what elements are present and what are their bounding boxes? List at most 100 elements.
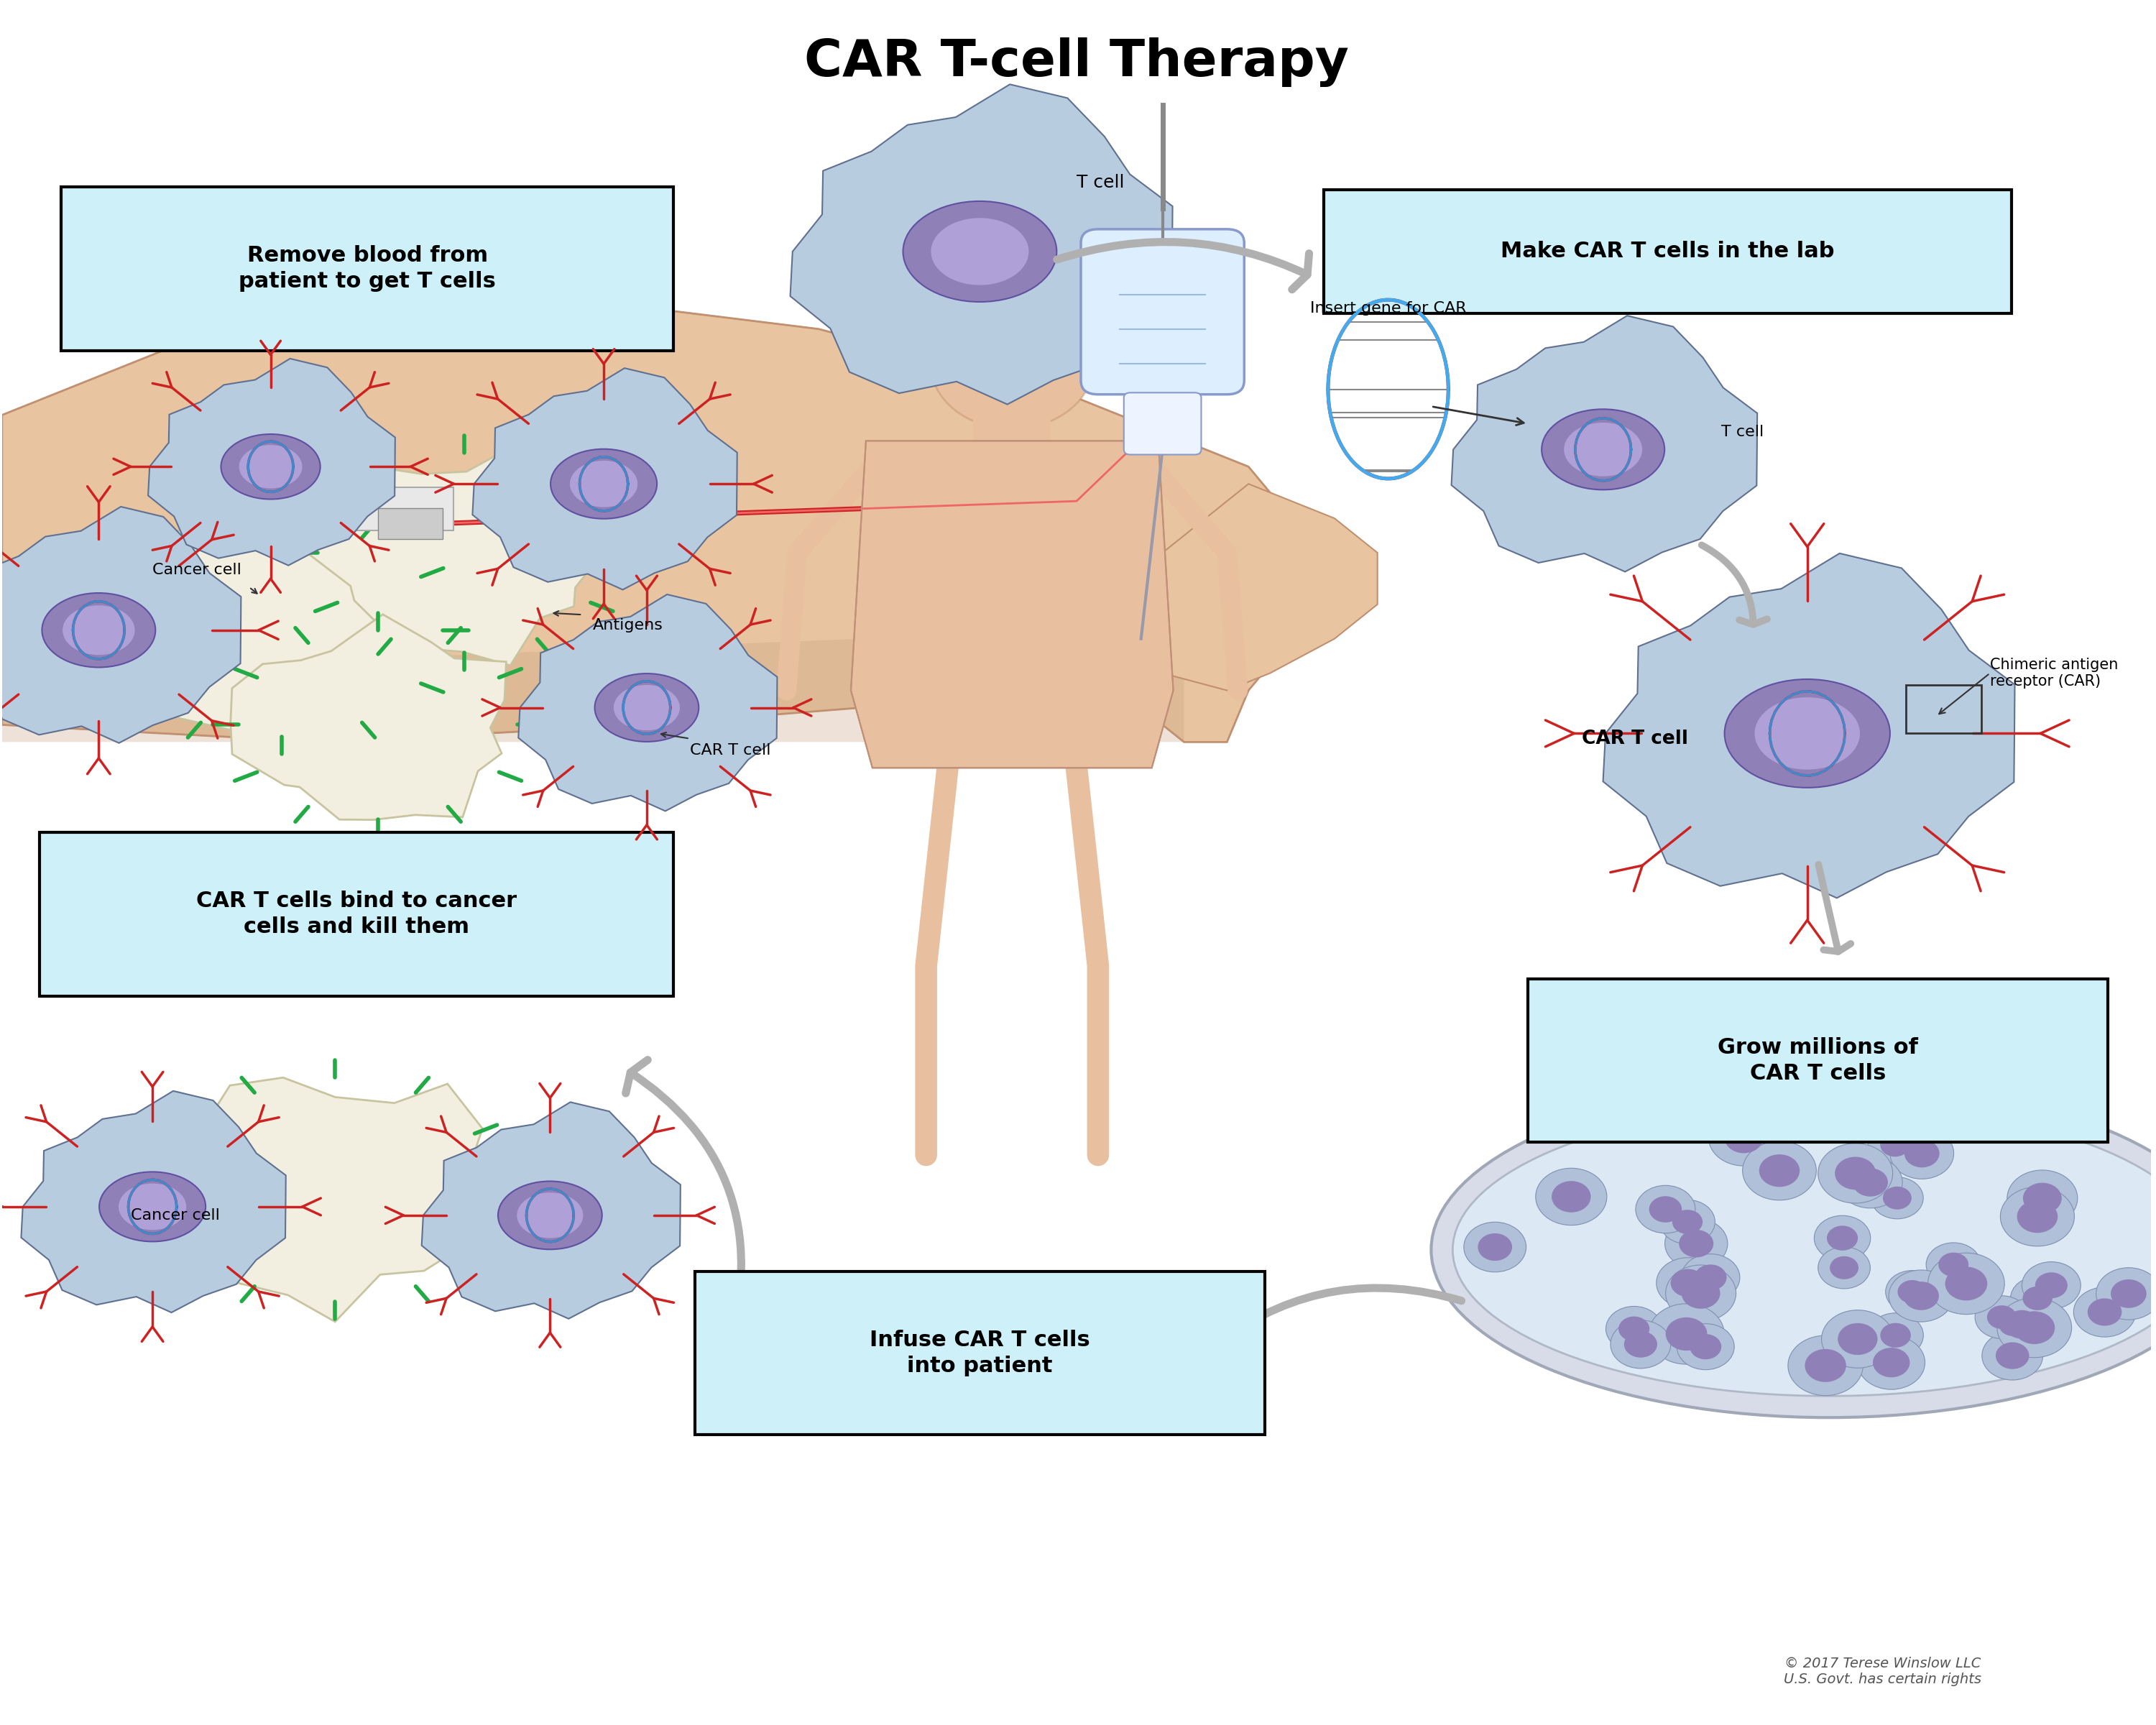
Circle shape xyxy=(1619,1316,1649,1342)
Ellipse shape xyxy=(1542,409,1664,490)
Polygon shape xyxy=(0,507,241,743)
Circle shape xyxy=(1649,1304,1725,1364)
FancyBboxPatch shape xyxy=(60,186,673,350)
Circle shape xyxy=(1835,1157,1876,1190)
Ellipse shape xyxy=(1755,697,1861,769)
Circle shape xyxy=(2007,1170,2078,1226)
Polygon shape xyxy=(114,523,461,756)
Circle shape xyxy=(1897,1280,1927,1304)
FancyBboxPatch shape xyxy=(1324,190,2012,314)
Circle shape xyxy=(1708,1109,1779,1166)
Polygon shape xyxy=(472,367,737,590)
Ellipse shape xyxy=(903,202,1056,302)
FancyBboxPatch shape xyxy=(972,376,1050,442)
Text: Cancer cell: Cancer cell xyxy=(132,1208,220,1223)
Text: CAR T cells bind to cancer
cells and kill them: CAR T cells bind to cancer cells and kil… xyxy=(196,890,517,937)
Ellipse shape xyxy=(550,448,658,519)
Ellipse shape xyxy=(222,435,321,499)
Circle shape xyxy=(1988,1306,2016,1328)
Circle shape xyxy=(856,154,1102,350)
Circle shape xyxy=(1695,1264,1727,1290)
Circle shape xyxy=(1938,1252,1968,1276)
FancyBboxPatch shape xyxy=(1529,978,2109,1142)
Circle shape xyxy=(1759,1154,1800,1187)
Ellipse shape xyxy=(1453,1104,2156,1396)
Circle shape xyxy=(1839,1156,1902,1207)
Circle shape xyxy=(1505,371,1701,528)
Polygon shape xyxy=(1604,554,2016,899)
Circle shape xyxy=(1975,1295,2029,1339)
Ellipse shape xyxy=(595,673,699,742)
Circle shape xyxy=(1889,1270,1953,1321)
Circle shape xyxy=(1787,1335,1863,1396)
Circle shape xyxy=(1677,1323,1733,1370)
FancyBboxPatch shape xyxy=(694,1271,1266,1435)
Circle shape xyxy=(1667,1318,1708,1351)
FancyBboxPatch shape xyxy=(1080,229,1244,395)
Circle shape xyxy=(1891,1128,1953,1178)
Ellipse shape xyxy=(99,1171,205,1242)
Circle shape xyxy=(1464,1221,1526,1271)
Circle shape xyxy=(1858,1335,1925,1389)
Circle shape xyxy=(1813,1216,1871,1261)
Circle shape xyxy=(1880,1133,1910,1157)
Text: CAR T-cell Therapy: CAR T-cell Therapy xyxy=(804,38,1350,86)
Circle shape xyxy=(1606,1306,1662,1351)
Circle shape xyxy=(2014,1311,2055,1344)
Text: Chimeric antigen
receptor (CAR): Chimeric antigen receptor (CAR) xyxy=(1990,657,2117,688)
Circle shape xyxy=(1945,1266,1988,1301)
Ellipse shape xyxy=(931,217,1028,285)
Circle shape xyxy=(1649,1195,1682,1223)
Polygon shape xyxy=(22,1090,287,1313)
Circle shape xyxy=(2003,1309,2040,1339)
Circle shape xyxy=(2022,1287,2053,1311)
Circle shape xyxy=(2111,1280,2147,1308)
Ellipse shape xyxy=(239,445,302,488)
Text: Infuse CAR T cells
into patient: Infuse CAR T cells into patient xyxy=(869,1330,1091,1377)
Circle shape xyxy=(563,642,731,775)
Polygon shape xyxy=(1451,316,1757,571)
Polygon shape xyxy=(1119,485,1378,690)
Circle shape xyxy=(1822,1309,1893,1368)
Circle shape xyxy=(1874,1347,1910,1377)
Circle shape xyxy=(1904,1140,1940,1168)
Text: Antigens: Antigens xyxy=(593,618,664,631)
Circle shape xyxy=(1880,1323,1910,1347)
Polygon shape xyxy=(168,1078,513,1321)
Circle shape xyxy=(1535,1168,1606,1225)
Circle shape xyxy=(1673,1209,1703,1233)
Circle shape xyxy=(1680,1230,1714,1258)
Circle shape xyxy=(1996,1342,2029,1370)
Ellipse shape xyxy=(1432,1082,2156,1418)
Text: T cell: T cell xyxy=(1076,174,1125,191)
FancyBboxPatch shape xyxy=(39,833,673,995)
Ellipse shape xyxy=(517,1192,582,1239)
Ellipse shape xyxy=(1563,423,1643,476)
Circle shape xyxy=(1682,1254,1740,1301)
Circle shape xyxy=(2035,1273,2068,1299)
Polygon shape xyxy=(791,85,1173,404)
Polygon shape xyxy=(517,595,776,811)
Text: Cancer cell: Cancer cell xyxy=(153,562,241,578)
Circle shape xyxy=(1882,1187,1912,1209)
Ellipse shape xyxy=(63,605,136,656)
Text: Grow millions of
CAR T cells: Grow millions of CAR T cells xyxy=(1718,1037,1919,1083)
Text: © 2017 Terese Winslow LLC
U.S. Govt. has certain rights: © 2017 Terese Winslow LLC U.S. Govt. has… xyxy=(1783,1656,1981,1685)
Circle shape xyxy=(1675,628,1940,840)
Circle shape xyxy=(1886,1271,1938,1313)
Polygon shape xyxy=(2,295,1335,742)
Circle shape xyxy=(468,1149,634,1282)
Circle shape xyxy=(1664,1218,1727,1268)
Text: CAR T cell: CAR T cell xyxy=(1583,730,1688,749)
Circle shape xyxy=(1656,1258,1720,1308)
Polygon shape xyxy=(852,442,1173,768)
Circle shape xyxy=(2096,1268,2156,1320)
Polygon shape xyxy=(423,1102,681,1318)
Circle shape xyxy=(520,416,690,552)
Text: Remove blood from
patient to get T cells: Remove blood from patient to get T cells xyxy=(239,245,496,292)
Circle shape xyxy=(2012,1276,2065,1320)
Circle shape xyxy=(192,404,349,530)
Text: T cell: T cell xyxy=(1720,424,1764,440)
Circle shape xyxy=(1636,1185,1695,1233)
Circle shape xyxy=(931,298,1093,430)
